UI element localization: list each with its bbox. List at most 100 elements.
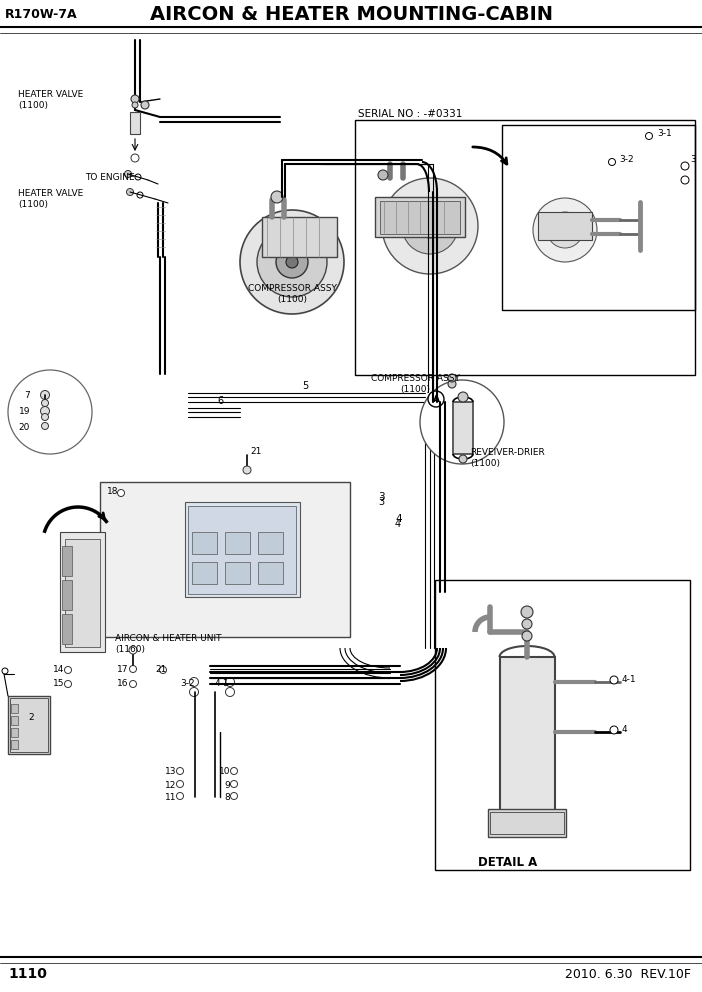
Circle shape <box>609 159 616 166</box>
Circle shape <box>190 678 199 686</box>
Bar <box>258 562 283 584</box>
Circle shape <box>243 466 251 474</box>
Bar <box>130 112 140 134</box>
Circle shape <box>522 619 532 629</box>
Circle shape <box>240 210 344 314</box>
Circle shape <box>131 95 139 103</box>
Bar <box>62 580 72 610</box>
Text: 7: 7 <box>25 392 30 401</box>
Text: 3-1: 3-1 <box>657 130 672 139</box>
Bar <box>62 614 72 644</box>
Text: 11: 11 <box>164 793 176 802</box>
Text: TO ENGINE: TO ENGINE <box>85 173 135 182</box>
Circle shape <box>65 681 72 687</box>
Text: AIRCON & HEATER MOUNTING-CABIN: AIRCON & HEATER MOUNTING-CABIN <box>150 5 552 24</box>
Text: 8: 8 <box>224 793 230 802</box>
Circle shape <box>378 170 388 180</box>
Bar <box>10 698 48 752</box>
Circle shape <box>230 781 237 788</box>
Bar <box>262 217 337 257</box>
Circle shape <box>610 726 618 734</box>
Text: 14: 14 <box>53 666 64 675</box>
Circle shape <box>276 246 308 278</box>
Circle shape <box>230 793 237 800</box>
Text: 9: 9 <box>224 781 230 790</box>
Circle shape <box>533 198 597 262</box>
Text: HEATER VALVE
(1100): HEATER VALVE (1100) <box>18 90 84 110</box>
Bar <box>11 740 18 749</box>
Circle shape <box>448 380 456 388</box>
Circle shape <box>159 667 166 674</box>
Text: 13: 13 <box>164 768 176 777</box>
Bar <box>11 716 18 725</box>
Circle shape <box>547 212 583 248</box>
Circle shape <box>41 407 50 416</box>
Circle shape <box>41 400 48 407</box>
Text: R170W-7A: R170W-7A <box>5 8 78 21</box>
Text: 3: 3 <box>378 492 385 502</box>
Text: DETAIL A: DETAIL A <box>478 855 538 869</box>
Text: 3-2: 3-2 <box>180 680 194 688</box>
Text: 2010. 6.30  REV.10F: 2010. 6.30 REV.10F <box>565 967 691 980</box>
Bar <box>355 120 695 375</box>
Bar <box>225 562 250 584</box>
Circle shape <box>522 631 532 641</box>
Text: 18: 18 <box>107 487 119 497</box>
Circle shape <box>681 176 689 184</box>
Circle shape <box>41 391 50 400</box>
Text: 10: 10 <box>218 768 230 777</box>
Circle shape <box>129 646 137 654</box>
Bar <box>188 506 296 594</box>
Circle shape <box>271 191 283 203</box>
Text: REVEIVER-DRIER
(1100): REVEIVER-DRIER (1100) <box>470 448 545 467</box>
Circle shape <box>382 178 478 274</box>
Text: 20: 20 <box>19 423 30 432</box>
Circle shape <box>8 370 92 454</box>
Text: 6: 6 <box>217 396 223 406</box>
Bar <box>225 532 250 554</box>
Circle shape <box>418 214 442 238</box>
Circle shape <box>65 667 72 674</box>
Bar <box>502 125 695 310</box>
Bar <box>60 532 105 652</box>
Bar <box>435 580 690 870</box>
Text: 16: 16 <box>117 680 128 688</box>
Bar <box>8 696 50 754</box>
Bar <box>100 482 350 637</box>
Circle shape <box>646 133 652 140</box>
Bar <box>453 402 473 454</box>
Circle shape <box>176 781 183 788</box>
Bar <box>11 728 18 737</box>
Bar <box>380 201 460 234</box>
Text: 4-1: 4-1 <box>622 676 637 684</box>
Text: 21: 21 <box>250 447 261 456</box>
Circle shape <box>420 380 504 464</box>
Bar <box>490 812 564 834</box>
Text: COMPRESSOR ASSY
(1100): COMPRESSOR ASSY (1100) <box>248 285 336 304</box>
Bar <box>65 539 100 647</box>
Text: 4: 4 <box>622 725 628 734</box>
Bar <box>192 532 217 554</box>
Circle shape <box>176 793 183 800</box>
Circle shape <box>141 101 149 109</box>
Text: COMPRESSOR ASSY
(1100): COMPRESSOR ASSY (1100) <box>371 374 459 394</box>
Circle shape <box>458 392 468 402</box>
Bar <box>62 546 72 576</box>
Circle shape <box>681 162 689 170</box>
Circle shape <box>230 768 237 775</box>
Text: 3: 3 <box>690 156 696 165</box>
Circle shape <box>428 391 444 407</box>
Bar <box>488 809 566 837</box>
Circle shape <box>190 687 199 696</box>
Text: AIRCON & HEATER UNIT
(1160): AIRCON & HEATER UNIT (1160) <box>115 634 222 654</box>
Circle shape <box>131 154 139 162</box>
Text: 15: 15 <box>53 680 64 688</box>
Text: HEATER VALVE
(1100): HEATER VALVE (1100) <box>18 189 84 208</box>
Circle shape <box>124 171 131 178</box>
Text: 4: 4 <box>395 519 401 529</box>
Circle shape <box>225 678 234 686</box>
Circle shape <box>521 606 533 618</box>
Circle shape <box>117 489 124 497</box>
Text: 3-2: 3-2 <box>619 156 634 165</box>
Circle shape <box>557 222 573 238</box>
